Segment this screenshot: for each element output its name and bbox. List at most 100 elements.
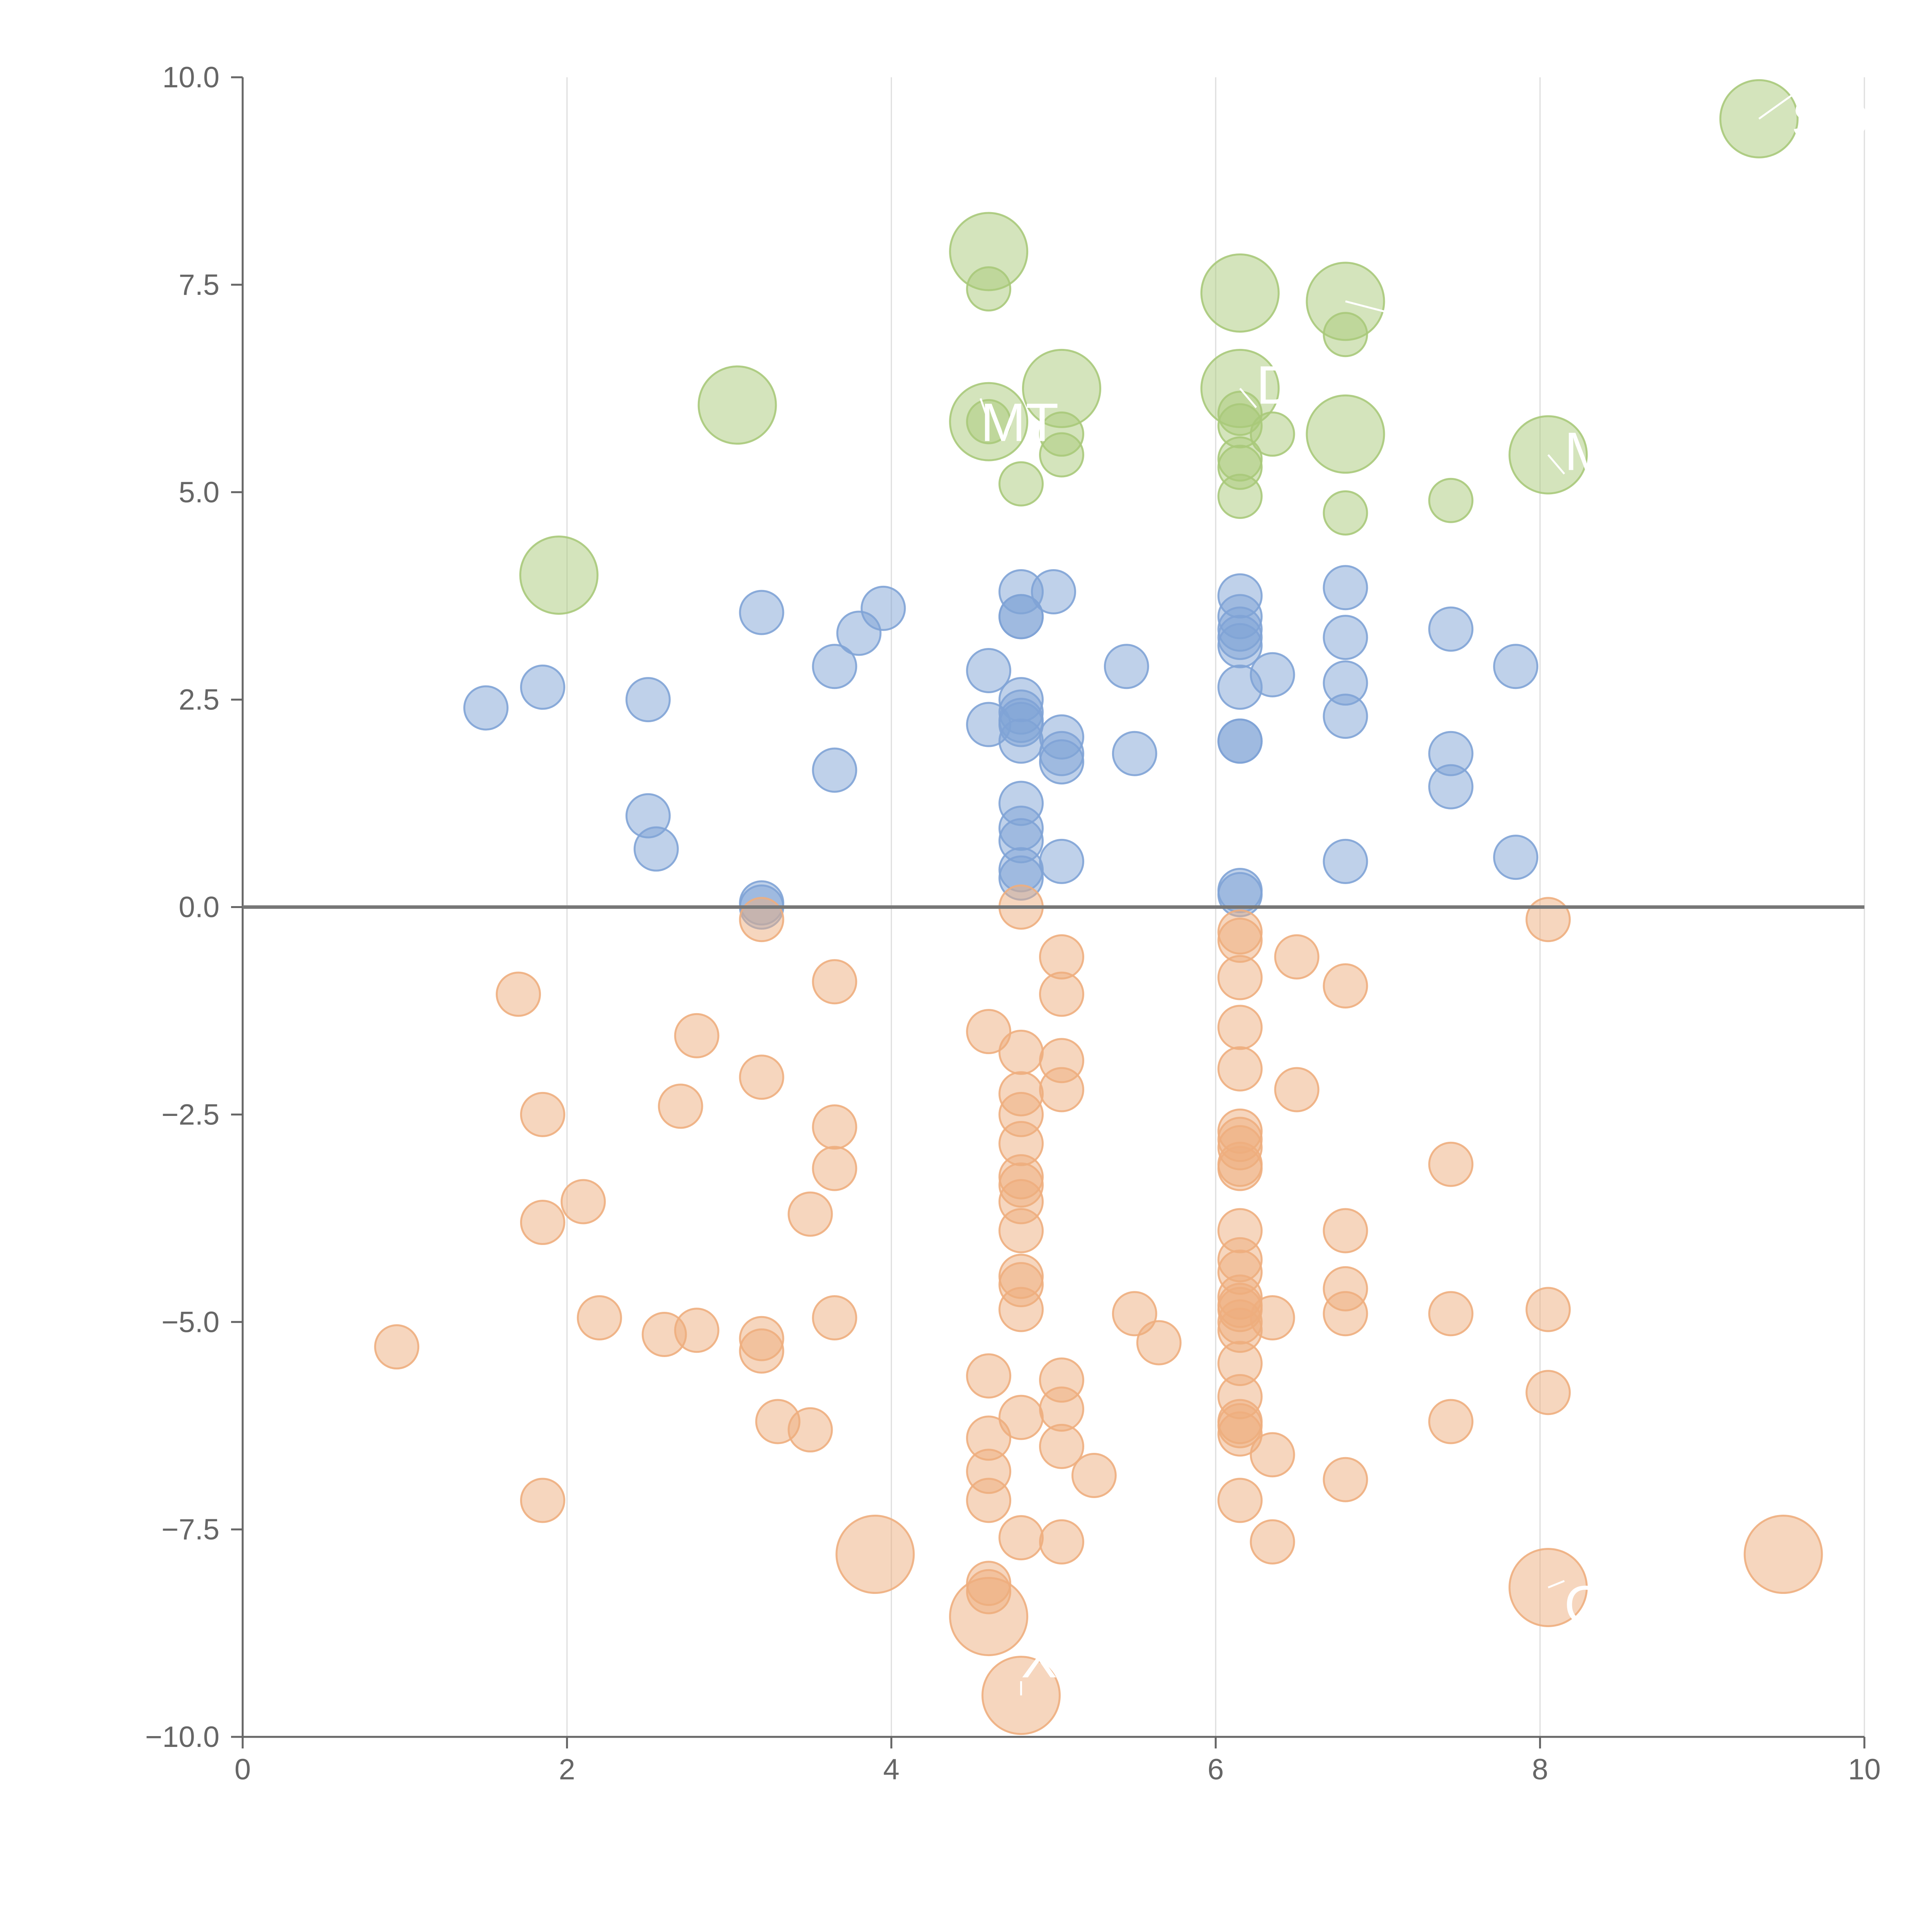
data-point-mid	[1250, 652, 1295, 697]
data-point-low	[1250, 1519, 1295, 1565]
data-point-mid	[1039, 838, 1084, 884]
data-point-mid	[1217, 718, 1263, 764]
data-point-mid	[966, 648, 1012, 693]
data-point-low	[812, 1104, 857, 1150]
data-point-high	[697, 365, 777, 445]
data-point-mid	[1493, 644, 1539, 689]
data-point-mid	[1323, 694, 1368, 739]
data-point-low	[1323, 1208, 1368, 1253]
data-point-low	[374, 1324, 420, 1370]
y-tick-label: −7.5	[162, 1513, 219, 1546]
data-point-low	[998, 1515, 1044, 1561]
data-point-low	[998, 1287, 1044, 1332]
data-point-low	[520, 1200, 565, 1245]
data-point-low	[1526, 1287, 1571, 1332]
data-point-low	[577, 1295, 622, 1341]
data-point-mid	[1031, 569, 1076, 614]
data-point-low	[1743, 1515, 1823, 1594]
data-point-low	[998, 1029, 1044, 1075]
data-point-mid	[998, 718, 1044, 764]
data-point-low	[495, 971, 541, 1017]
data-point-low	[835, 1515, 915, 1594]
data-point-mid	[998, 594, 1044, 639]
x-tick-label: 6	[1208, 1753, 1224, 1786]
data-point-low	[1217, 1146, 1263, 1191]
data-point-high	[1039, 432, 1084, 478]
x-tick-label: 4	[883, 1753, 900, 1786]
data-point-low	[1217, 955, 1263, 1000]
annotation-layer: SO PE D MT M O XTM	[980, 89, 1869, 1696]
y-tick-label: 5.0	[179, 476, 219, 509]
data-point-low	[966, 1009, 1012, 1054]
data-point-high	[1428, 478, 1474, 523]
data-point-low	[966, 1353, 1012, 1399]
y-tick-label: 0.0	[179, 891, 219, 924]
data-point-low	[812, 1146, 857, 1191]
data-point-low	[1428, 1399, 1474, 1444]
data-point-mid	[1039, 739, 1084, 785]
data-point-high	[1217, 473, 1263, 519]
data-point-high	[998, 461, 1044, 507]
data-point-low	[812, 959, 857, 1005]
data-point-low	[1323, 963, 1368, 1009]
data-point-mid	[1493, 835, 1539, 880]
data-point-low	[1274, 1067, 1320, 1112]
annotation-leader-line	[1758, 95, 1792, 120]
data-point-low	[1428, 1141, 1474, 1187]
annotation-leader-line	[1239, 388, 1257, 408]
data-point-mid	[861, 585, 906, 631]
data-point-mid	[812, 644, 857, 689]
data-point-low	[520, 1478, 565, 1523]
data-point-mid	[633, 826, 679, 872]
data-point-mid	[520, 664, 565, 710]
data-point-low	[1217, 1478, 1263, 1523]
annotation-label: M	[1565, 421, 1610, 481]
data-point-low	[966, 1478, 1012, 1523]
data-point-mid	[739, 590, 784, 635]
data-point-low	[658, 1083, 703, 1129]
data-point-mid	[1428, 606, 1474, 652]
data-point-low	[739, 897, 784, 942]
data-point-low	[560, 1179, 606, 1225]
data-point-low	[520, 1092, 565, 1137]
axis-layer: 0 2 4 6 8 10 10.0 7.5 5.0 2.5 0.0 −2.5 −5.0 −7.5 −10.0	[145, 61, 1881, 1786]
y-tick-label: −10.0	[145, 1721, 219, 1753]
data-point-low	[1039, 971, 1084, 1017]
data-point-mid	[812, 747, 857, 793]
data-point-low	[1250, 1295, 1295, 1341]
y-tick-label: 2.5	[179, 684, 219, 716]
data-point-high	[1200, 253, 1280, 333]
data-point-high	[1306, 394, 1385, 474]
annotation-label: D	[1256, 355, 1295, 415]
data-point-low	[674, 1013, 719, 1058]
data-point-mid	[1323, 615, 1368, 660]
data-point-low	[1112, 1291, 1157, 1337]
data-point-low	[1274, 934, 1320, 980]
data-point-low	[787, 1407, 833, 1452]
data-point-mid	[463, 685, 509, 731]
annotation-label: MT	[981, 392, 1059, 452]
annotation-leader-line	[1548, 1580, 1565, 1588]
annotation-label: O	[1565, 1574, 1607, 1635]
annotation-leader-line	[980, 398, 990, 422]
data-point-mid	[1428, 764, 1474, 810]
annotation-label: PE	[1418, 267, 1491, 328]
data-point-low	[1136, 1320, 1182, 1366]
x-tick-label: 10	[1848, 1753, 1881, 1786]
data-point-low	[1217, 1046, 1263, 1092]
data-point-high	[1323, 490, 1368, 536]
data-point-low	[998, 1395, 1044, 1440]
annotation-label: SO	[1791, 89, 1869, 150]
data-point-low	[787, 1191, 833, 1237]
data-point-low	[1323, 1457, 1368, 1502]
y-tick-label: −5.0	[162, 1306, 219, 1338]
data-point-high	[1250, 411, 1295, 457]
data-point-low	[1039, 1519, 1084, 1565]
data-point-low	[1217, 1005, 1263, 1050]
data-point-low	[1071, 1453, 1117, 1498]
data-point-low	[1526, 897, 1571, 942]
data-point-low	[1039, 1423, 1084, 1469]
data-point-high	[1323, 312, 1368, 357]
data-point-mid	[1323, 838, 1368, 884]
